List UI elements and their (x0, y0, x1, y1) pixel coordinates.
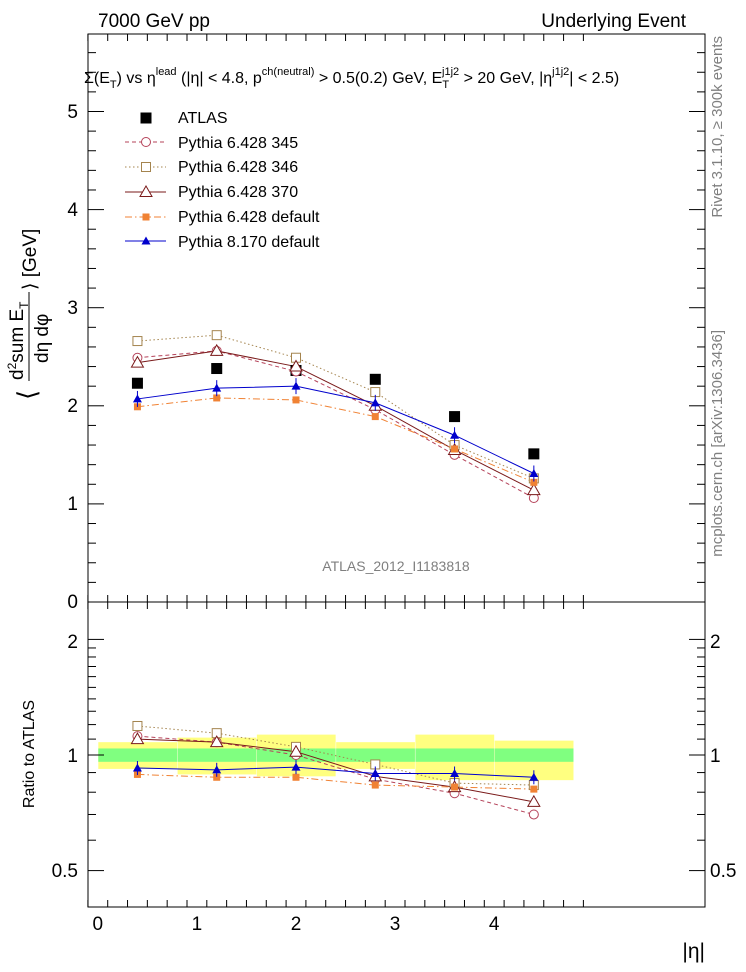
ratio-point (371, 781, 379, 789)
ratio-tick-label: 0.5 (52, 861, 78, 882)
ratio-y-tick-labels: 2 1 0.5 2 1 0.5 (52, 632, 737, 882)
ratio-tick-label-right: 0.5 (710, 861, 736, 882)
main-series-lines (137, 334, 535, 499)
ratio-series-points (130, 720, 541, 820)
ratio-line (137, 725, 534, 786)
data-point (451, 445, 459, 453)
band-stat (98, 748, 178, 762)
legend-marker (141, 162, 151, 172)
data-point (130, 355, 145, 368)
data-point (528, 448, 540, 460)
header-left-label: 7000 GeV pp (98, 11, 210, 32)
y-axis-title: ⟨ d2sum ET dη dφ ⟩ [GeV] (5, 229, 53, 400)
ratio-tick-label-right: 1 (710, 746, 721, 767)
data-point (526, 483, 541, 496)
ratio-point (130, 732, 145, 745)
legend-marker (140, 112, 152, 124)
band-stat (494, 748, 574, 762)
x-tick-label: 1 (192, 914, 203, 935)
ratio-point (530, 785, 538, 793)
data-point (369, 373, 381, 385)
ratio-point (528, 809, 539, 820)
rivet-label: Rivet 3.1.10, ≥ 300k events (709, 36, 726, 218)
ratio-bands (98, 734, 574, 781)
legend-marker (142, 213, 150, 221)
series-line (137, 397, 535, 483)
ratio-tick-label-right: 2 (710, 632, 721, 653)
legend-label: Pythia 6.428 346 (178, 159, 298, 176)
ratio-line (137, 738, 534, 803)
main-y-tick-labels: 0 1 2 3 4 5 (67, 102, 78, 613)
legend: ATLAS Pythia 6.428 345 Pythia 6.428 346 … (125, 110, 320, 251)
y-tick-label: 5 (67, 102, 78, 123)
data-point (211, 363, 223, 375)
x-tick-label: 2 (291, 914, 302, 935)
y-axis-title-denominator: dη dφ (32, 314, 53, 363)
data-point (132, 336, 143, 347)
series-line (137, 350, 535, 491)
x-axis-title: |η| (682, 940, 705, 963)
analysis-label: ATLAS_2012_I1183818 (322, 558, 470, 574)
data-point (530, 478, 538, 486)
y-tick-label: 0 (67, 592, 78, 613)
data-point (371, 413, 379, 421)
data-point (292, 396, 300, 404)
y-tick-label: 2 (67, 396, 78, 417)
data-point (213, 394, 221, 402)
x-tick-label: 3 (390, 914, 401, 935)
ratio-point (213, 773, 221, 781)
y-axis-title-numerator: d2sum ET (5, 301, 31, 380)
y-tick-label: 4 (67, 200, 78, 221)
legend-marker (141, 236, 151, 245)
plot-title: Σ(ET) vs ηlead (|η| < 4.8, pch(neutral) … (84, 66, 619, 91)
ratio-point (451, 783, 459, 791)
y-axis-title-open: ⟨ (12, 390, 42, 400)
axis-ticks (87, 34, 705, 907)
data-point (449, 411, 461, 423)
legend-marker (141, 137, 151, 147)
ratio-line (137, 766, 534, 778)
y-tick-label: 1 (67, 494, 78, 515)
legend-label: Pythia 8.170 default (178, 234, 320, 251)
series-line (137, 334, 535, 479)
ratio-axis-title: Ratio to ATLAS (21, 700, 38, 808)
y-tick-label: 3 (67, 298, 78, 319)
ratio-line (137, 735, 534, 815)
ratio-tick-label: 1 (67, 746, 78, 767)
data-point (211, 330, 222, 341)
ratio-point (132, 720, 143, 731)
y-axis-title-close: ⟩ [GeV] (20, 229, 41, 290)
band-stat (177, 748, 257, 762)
legend-label: Pythia 6.428 default (178, 209, 320, 226)
legend-label: ATLAS (178, 110, 228, 127)
data-point (289, 359, 303, 372)
x-tick-labels: 0 1 2 3 4 (93, 914, 500, 935)
legend-label: Pythia 6.428 370 (178, 184, 298, 201)
ratio-tick-label: 2 (67, 632, 78, 653)
ratio-point (289, 744, 303, 757)
data-point (131, 377, 143, 389)
legend-marker (139, 184, 153, 197)
series-line (137, 385, 535, 474)
ratio-point (292, 773, 300, 781)
header-right-label: Underlying Event (541, 11, 686, 32)
x-tick-label: 4 (489, 914, 500, 935)
band-stat (415, 748, 495, 762)
main-series-points (130, 330, 541, 504)
series-line (137, 350, 535, 499)
ratio-point (526, 794, 541, 807)
mcplots-label: mcplots.cern.ch [arXiv:1306.3436] (709, 330, 726, 557)
ratio-point (209, 735, 224, 748)
legend-label: Pythia 6.428 345 (178, 135, 298, 152)
band-stat (336, 748, 415, 762)
data-point (209, 343, 224, 356)
ratio-series-lines (137, 725, 534, 815)
x-tick-label: 0 (93, 914, 104, 935)
